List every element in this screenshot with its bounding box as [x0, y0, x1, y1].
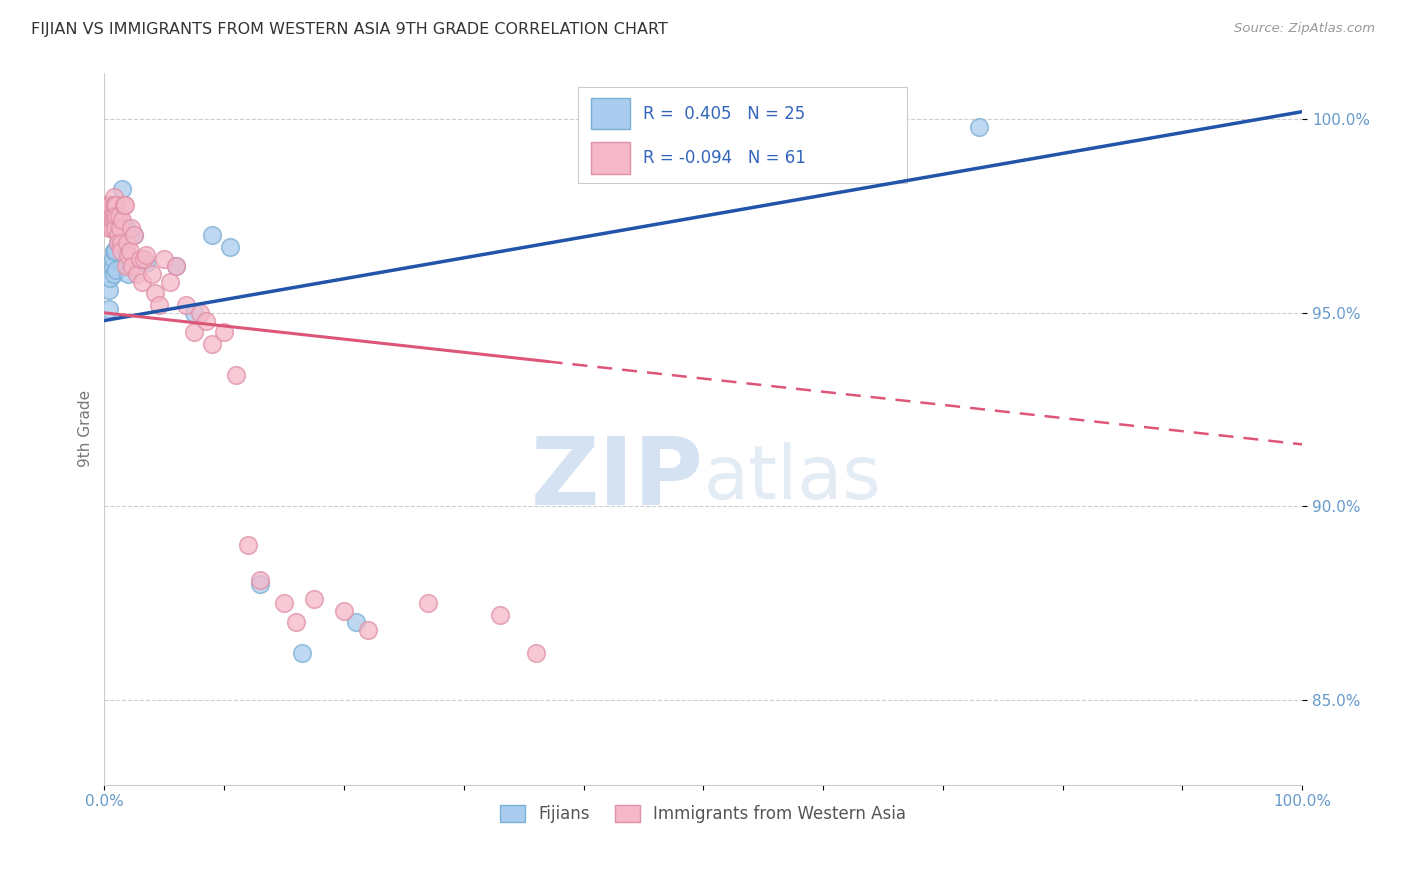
Point	[131, 275, 153, 289]
Point	[195, 313, 218, 327]
Point	[98, 271, 121, 285]
Text: ZIP: ZIP	[530, 433, 703, 524]
Point	[285, 615, 308, 630]
Point	[967, 120, 990, 135]
Point	[291, 646, 314, 660]
Point	[107, 236, 129, 251]
Point	[105, 209, 128, 223]
Point	[107, 228, 129, 243]
Point	[111, 182, 134, 196]
Point	[107, 236, 129, 251]
Point	[124, 228, 146, 243]
Point	[110, 236, 132, 251]
Point	[183, 325, 205, 339]
Point	[110, 244, 132, 258]
Point	[103, 197, 125, 211]
Point	[115, 260, 138, 274]
Point	[107, 232, 129, 246]
Point	[633, 120, 655, 135]
Point	[159, 275, 181, 289]
Point	[97, 213, 120, 227]
Point	[101, 260, 124, 274]
Point	[98, 197, 121, 211]
Point	[333, 604, 356, 618]
Point	[104, 244, 127, 258]
Point	[98, 220, 121, 235]
Point	[104, 213, 127, 227]
Point	[416, 596, 439, 610]
Point	[98, 283, 121, 297]
Text: FIJIAN VS IMMIGRANTS FROM WESTERN ASIA 9TH GRADE CORRELATION CHART: FIJIAN VS IMMIGRANTS FROM WESTERN ASIA 9…	[31, 22, 668, 37]
Point	[225, 368, 247, 382]
Point	[302, 592, 325, 607]
Point	[112, 197, 135, 211]
Point	[115, 220, 138, 235]
Point	[174, 298, 197, 312]
Point	[132, 252, 155, 266]
Point	[143, 286, 166, 301]
Point	[165, 260, 187, 274]
Point	[125, 267, 148, 281]
Point	[105, 263, 128, 277]
Point	[273, 596, 295, 610]
Point	[124, 228, 146, 243]
Point	[115, 236, 138, 251]
Point	[98, 213, 121, 227]
Point	[100, 220, 122, 235]
Point	[524, 646, 547, 660]
Point	[135, 255, 157, 269]
Point	[114, 197, 136, 211]
Point	[212, 325, 235, 339]
Point	[357, 623, 380, 637]
Point	[219, 240, 242, 254]
Point	[249, 573, 271, 587]
Point	[100, 209, 122, 223]
Point	[111, 213, 134, 227]
Point	[105, 197, 128, 211]
Point	[104, 220, 127, 235]
Point	[201, 228, 224, 243]
Point	[148, 298, 170, 312]
Point	[98, 301, 121, 316]
Text: Source: ZipAtlas.com: Source: ZipAtlas.com	[1234, 22, 1375, 36]
Text: atlas: atlas	[703, 442, 882, 516]
Point	[120, 220, 142, 235]
Point	[153, 252, 176, 266]
Point	[108, 220, 131, 235]
Legend: Fijians, Immigrants from Western Asia: Fijians, Immigrants from Western Asia	[494, 798, 912, 830]
Point	[107, 209, 129, 223]
Point	[165, 260, 187, 274]
Point	[344, 615, 367, 630]
Point	[135, 248, 157, 262]
Point	[104, 197, 127, 211]
Point	[201, 336, 224, 351]
Point	[101, 213, 124, 227]
Point	[188, 306, 211, 320]
Point	[183, 306, 205, 320]
Point	[249, 576, 271, 591]
Point	[103, 205, 125, 219]
Point	[103, 190, 125, 204]
Point	[98, 197, 121, 211]
Point	[129, 252, 152, 266]
Point	[141, 267, 163, 281]
Point	[488, 607, 510, 622]
Point	[103, 267, 125, 281]
Point	[101, 252, 124, 266]
Point	[103, 244, 125, 258]
Point	[118, 244, 141, 258]
Point	[117, 248, 139, 262]
Point	[117, 267, 139, 281]
Point	[96, 197, 118, 211]
Y-axis label: 9th Grade: 9th Grade	[79, 391, 93, 467]
Point	[236, 538, 259, 552]
Point	[121, 260, 143, 274]
